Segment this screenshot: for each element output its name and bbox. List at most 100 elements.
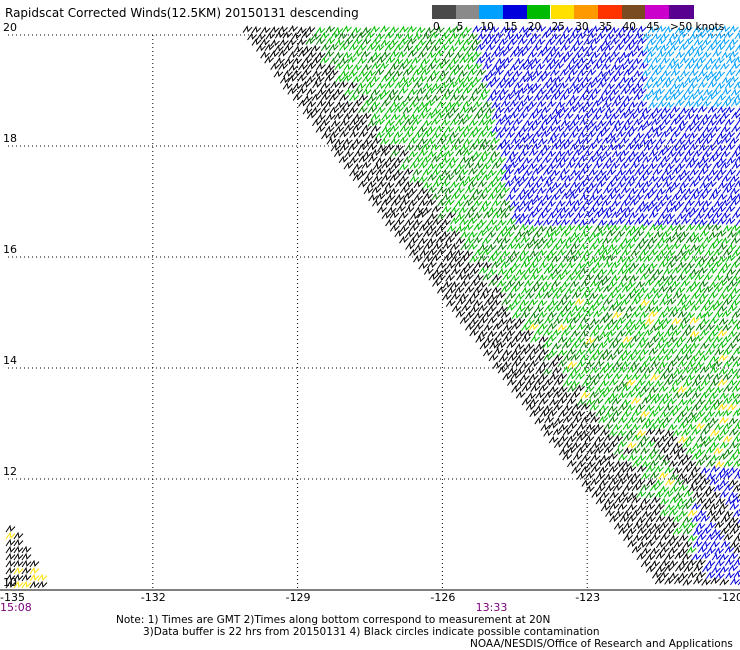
wind-barb	[514, 280, 525, 288]
wind-barb	[566, 273, 576, 282]
wind-barb	[575, 348, 586, 356]
wind-barb	[569, 143, 580, 151]
wind-barb	[260, 38, 270, 46]
wind-barb	[705, 459, 716, 468]
wind-barb	[634, 242, 645, 251]
wind-barb	[521, 397, 532, 406]
wind-barb	[357, 118, 367, 127]
wind-barb	[527, 50, 538, 59]
wind-barb	[484, 56, 495, 64]
wind-barb	[467, 68, 478, 76]
wind-barb	[728, 453, 739, 462]
wind-barb	[450, 217, 460, 225]
wind-barb	[591, 124, 602, 133]
wind-barb	[640, 483, 651, 492]
wind-barb	[569, 205, 580, 213]
wind-barb	[463, 137, 473, 146]
wind-barb	[492, 211, 503, 219]
wind-barb	[483, 336, 494, 345]
wind-barb	[528, 323, 539, 331]
wind-barb	[393, 94, 404, 102]
wind-barb	[611, 286, 622, 294]
wind-barb	[426, 62, 437, 71]
wind-barb	[320, 106, 330, 115]
wind-barb	[472, 100, 483, 109]
wind-barb	[496, 341, 507, 349]
wind-barb	[583, 174, 594, 183]
wind-barb	[533, 280, 543, 288]
wind-barb	[639, 410, 650, 418]
wind-barb	[521, 31, 532, 39]
wind-barb	[677, 385, 687, 394]
wind-barb	[689, 168, 700, 176]
wind-barb	[660, 533, 670, 541]
wind-barb	[695, 410, 706, 418]
wind-barb	[640, 472, 651, 480]
wind-barb	[611, 224, 621, 232]
wind-barb	[604, 69, 615, 77]
wind-barb	[730, 62, 740, 70]
wind-barb	[385, 106, 396, 114]
wind-barb	[626, 390, 636, 399]
wind-barb	[435, 37, 445, 46]
wind-barb	[673, 62, 684, 70]
wind-barb	[663, 440, 674, 449]
wind-barb	[531, 142, 542, 151]
wind-barb	[562, 428, 573, 436]
wind-barb	[642, 93, 653, 101]
wind-barb	[448, 44, 459, 53]
wind-barb	[704, 249, 715, 257]
wind-barb	[638, 186, 649, 195]
wind-barb	[659, 509, 670, 517]
wind-barb	[730, 99, 740, 107]
wind-barb	[538, 397, 549, 406]
wind-barb	[725, 43, 736, 52]
wind-barb	[305, 37, 316, 45]
wind-barb	[705, 385, 715, 394]
wind-barb	[636, 87, 647, 95]
wind-barb	[37, 573, 48, 582]
wind-barb	[737, 393, 740, 399]
wind-barb	[13, 552, 24, 561]
wind-barb	[288, 50, 299, 59]
wind-barb	[702, 150, 712, 159]
wind-barb	[366, 180, 377, 189]
wind-barb	[408, 150, 419, 158]
wind-barb	[574, 311, 585, 320]
wind-barb	[535, 62, 546, 71]
wind-barb	[594, 435, 605, 444]
wind-barb	[736, 419, 740, 425]
wind-barb	[702, 564, 712, 573]
wind-barb	[640, 298, 650, 307]
wind-barb	[283, 44, 294, 52]
wind-barb	[487, 180, 498, 189]
wind-barb	[627, 416, 638, 424]
wind-barb	[734, 155, 740, 164]
wind-barb	[482, 261, 493, 270]
wind-barb	[674, 75, 684, 83]
wind-barb	[565, 199, 576, 207]
wind-barb	[699, 328, 710, 337]
wind-barb	[680, 303, 690, 312]
wind-barb	[481, 37, 492, 46]
wind-barb	[694, 161, 704, 169]
wind-barb	[723, 448, 734, 456]
wind-barb	[705, 410, 716, 418]
wind-barb	[591, 87, 602, 96]
wind-barb	[446, 224, 457, 233]
wind-barb	[427, 186, 437, 194]
wind-barb	[650, 533, 661, 542]
wind-barb	[724, 521, 735, 530]
wind-barb	[659, 32, 670, 40]
wind-barb	[616, 329, 627, 338]
wind-barb	[418, 149, 429, 157]
wind-barb	[660, 56, 671, 65]
wind-barb	[328, 68, 339, 77]
wind-barb	[583, 260, 594, 268]
wind-barb	[521, 384, 532, 392]
wind-barb	[566, 459, 577, 468]
wind-barb	[450, 255, 461, 263]
wind-barb	[472, 199, 483, 208]
wind-barb	[601, 136, 612, 145]
wind-barb	[583, 298, 594, 307]
